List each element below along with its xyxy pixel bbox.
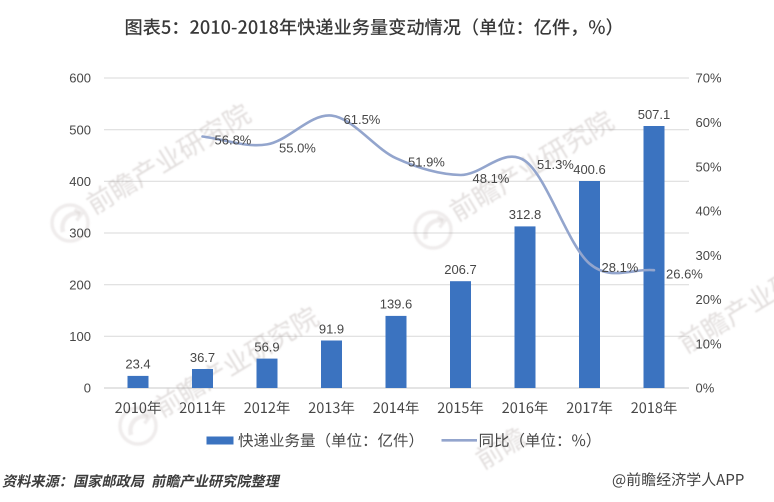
svg-text:400.6: 400.6	[573, 162, 606, 177]
svg-text:55.0%: 55.0%	[279, 141, 316, 156]
svg-text:30%: 30%	[696, 248, 722, 263]
svg-text:28.1%: 28.1%	[602, 260, 639, 275]
svg-text:500: 500	[69, 122, 91, 137]
svg-text:100: 100	[69, 329, 91, 344]
svg-text:26.6%: 26.6%	[666, 266, 703, 281]
svg-text:0%: 0%	[696, 381, 715, 396]
svg-text:50%: 50%	[696, 159, 722, 174]
svg-text:400: 400	[69, 174, 91, 189]
svg-text:312.8: 312.8	[509, 207, 542, 222]
svg-text:56.9: 56.9	[254, 339, 279, 354]
svg-text:70%: 70%	[696, 71, 722, 86]
svg-text:10%: 10%	[696, 336, 722, 351]
svg-text:600: 600	[69, 71, 91, 86]
svg-text:507.1: 507.1	[638, 107, 671, 122]
svg-text:56.8%: 56.8%	[215, 133, 252, 148]
svg-text:206.7: 206.7	[444, 262, 477, 277]
svg-text:36.7: 36.7	[190, 350, 215, 365]
svg-text:60%: 60%	[696, 115, 722, 130]
svg-text:0: 0	[84, 381, 91, 396]
svg-text:61.5%: 61.5%	[344, 112, 381, 127]
svg-text:51.3%: 51.3%	[537, 157, 574, 172]
svg-text:91.9: 91.9	[319, 321, 344, 336]
svg-text:139.6: 139.6	[380, 297, 413, 312]
svg-text:20%: 20%	[696, 292, 722, 307]
svg-text:200: 200	[69, 277, 91, 292]
svg-text:23.4: 23.4	[125, 357, 150, 372]
svg-text:48.1%: 48.1%	[473, 171, 510, 186]
svg-text:300: 300	[69, 226, 91, 241]
svg-text:40%: 40%	[696, 204, 722, 219]
svg-text:51.9%: 51.9%	[408, 154, 445, 169]
